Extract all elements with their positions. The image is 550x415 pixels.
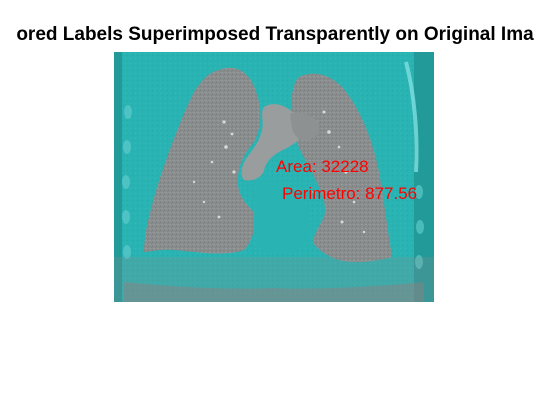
- airway-right: [290, 112, 320, 141]
- bottom-strip: [114, 257, 434, 302]
- mediastinum: [252, 179, 310, 254]
- rib-marks-right: [415, 185, 424, 269]
- bronchi: [241, 104, 303, 181]
- right-edge: [414, 52, 434, 302]
- left-lung: [144, 67, 261, 254]
- vessel-specks: [192, 110, 366, 234]
- right-rib-line: [404, 61, 419, 173]
- perimeter-annotation: Perimetro: 877.56: [282, 184, 418, 203]
- left-edge: [114, 52, 122, 302]
- rib-marks-left: [122, 105, 132, 259]
- figure-title: ored Labels Superimposed Transparently o…: [16, 24, 534, 45]
- abdomen-region: [124, 282, 424, 302]
- area-annotation: Area: 32228: [276, 157, 369, 176]
- ct-image: [114, 52, 434, 302]
- image-axes: [114, 52, 434, 302]
